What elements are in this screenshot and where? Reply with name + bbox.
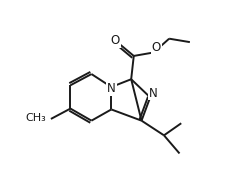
Text: O: O xyxy=(152,41,161,54)
Text: N: N xyxy=(107,82,116,95)
Text: O: O xyxy=(110,34,120,47)
Text: CH₃: CH₃ xyxy=(26,113,47,123)
Text: N: N xyxy=(149,86,158,100)
